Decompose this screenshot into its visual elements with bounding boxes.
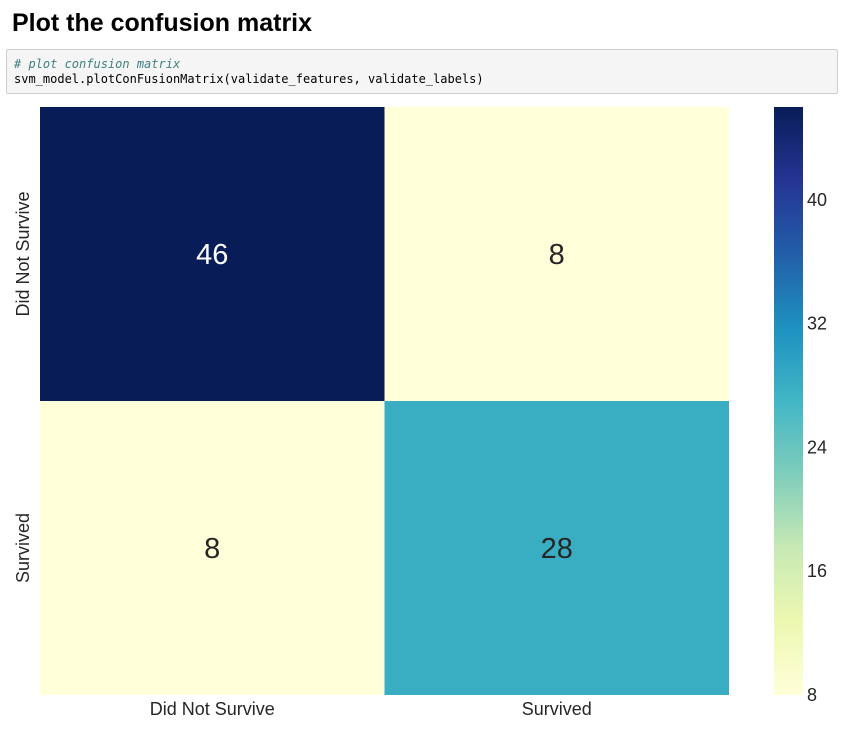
heatmap-cell <box>384 107 729 401</box>
section-heading: Plot the confusion matrix <box>12 9 313 37</box>
colorbar-tick-label: 16 <box>807 561 827 581</box>
x-tick-label: Did Not Survive <box>150 699 275 719</box>
code-comment: # plot confusion matrix <box>14 57 181 71</box>
cell-value-label: 8 <box>549 239 565 271</box>
colorbar-tick-label: 40 <box>807 190 827 210</box>
cell-value-label: 28 <box>541 533 573 565</box>
colorbar-tick-label: 8 <box>807 685 817 705</box>
x-tick-label: Survived <box>522 699 592 719</box>
colorbar-tick-label: 32 <box>807 314 827 334</box>
colorbar-tick-label: 24 <box>807 437 827 457</box>
cell-value-label: 8 <box>204 533 220 565</box>
heatmap-cell <box>384 401 729 695</box>
cell-value-label: 46 <box>196 239 228 271</box>
y-tick-label: Did Not Survive <box>13 191 33 316</box>
heatmap-cell <box>40 107 385 401</box>
y-tick-label: Survived <box>13 513 33 583</box>
code-line: svm_model.plotConFusionMatrix(validate_f… <box>14 72 484 86</box>
colorbar <box>774 107 803 695</box>
code-cell[interactable]: # plot confusion matrix svm_model.plotCo… <box>6 49 838 94</box>
heatmap-cell <box>40 401 385 695</box>
